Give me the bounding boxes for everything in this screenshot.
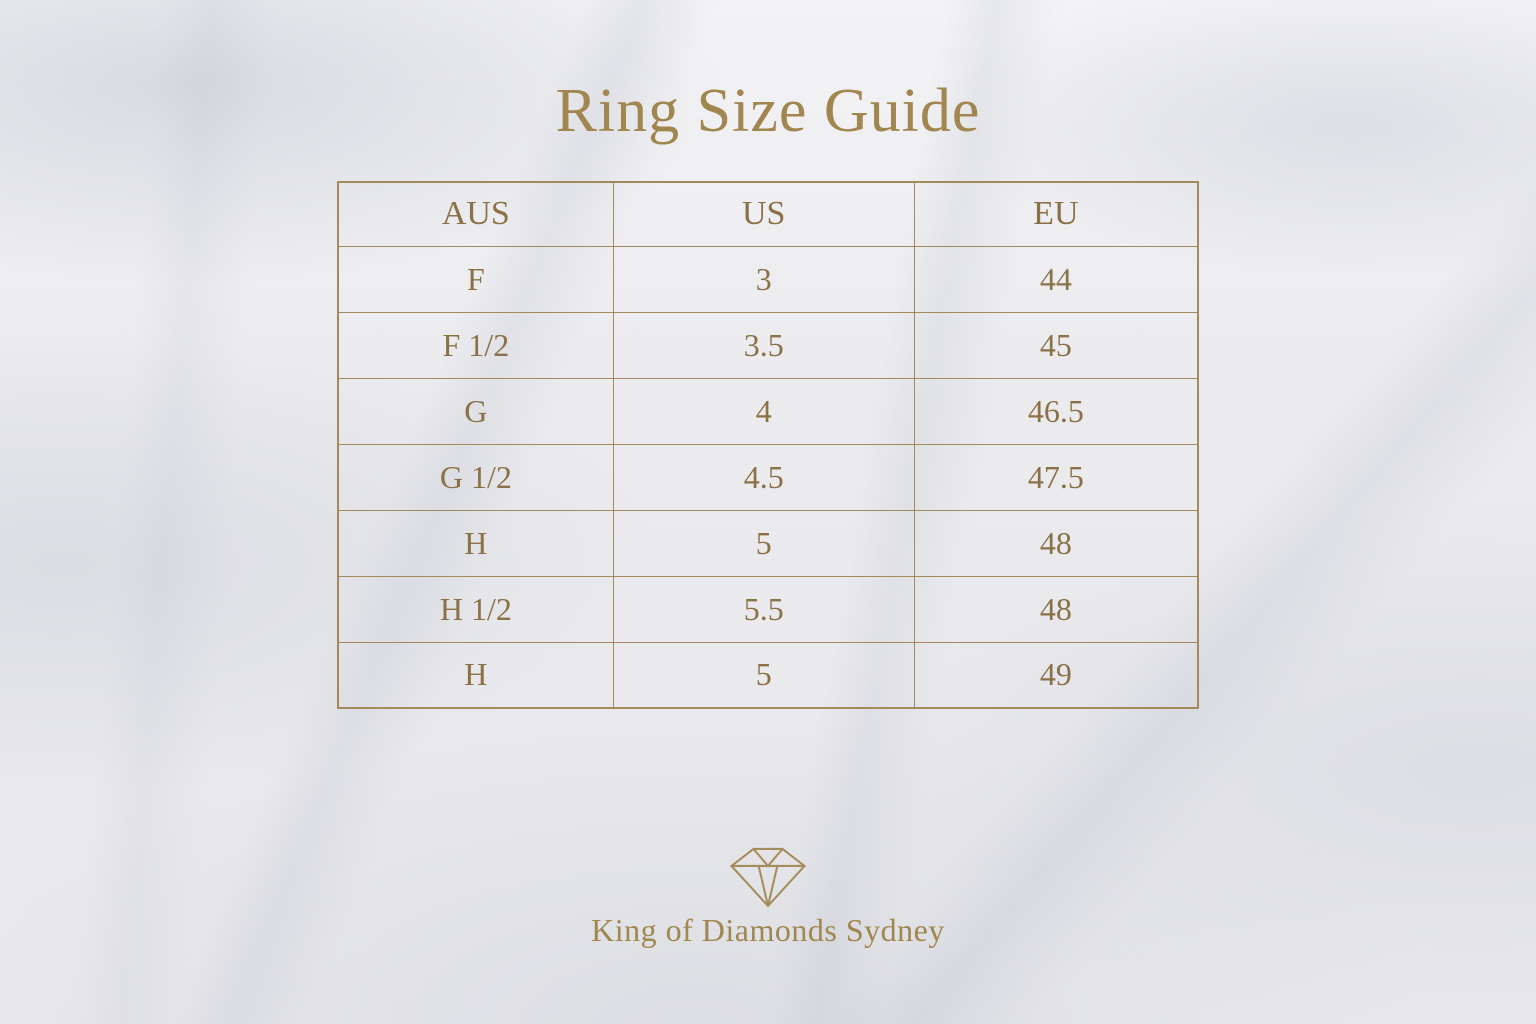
table-cell: 5 [612,509,915,577]
table-cell: G 1/2 [337,443,614,511]
table-cell: H [337,641,614,709]
column-header-eu: EU [913,181,1199,247]
column-header-us: US [612,181,915,247]
table-cell: 49 [913,641,1199,709]
table-cell: 4.5 [612,443,915,511]
column-header-aus: AUS [337,181,614,247]
table-cell: 3 [612,245,915,313]
table-cell: H [337,509,614,577]
table-cell: 48 [913,575,1199,643]
brand-logo [0,843,1536,916]
table-cell: F 1/2 [337,311,614,379]
table-row: F 1/2 3.5 45 [337,311,1199,379]
table-header-row: AUS US EU [337,181,1199,247]
table-row: F 3 44 [337,245,1199,313]
table-cell: 44 [913,245,1199,313]
table-row: H 5 49 [337,641,1199,709]
table-row: G 1/2 4.5 47.5 [337,443,1199,511]
size-table-body: F 3 44 F 1/2 3.5 45 G 4 46.5 G 1/2 4.5 47.5 H 5 48 H 1/… [337,245,1199,709]
table-cell: 5.5 [612,575,915,643]
table-cell: G [337,377,614,445]
page-title: Ring Size Guide [555,77,981,145]
table-cell: 4 [612,377,915,445]
table-row: H 5 48 [337,509,1199,577]
table-cell: 47.5 [913,443,1199,511]
table-row: H 1/2 5.5 48 [337,575,1199,643]
table-cell: 5 [612,641,915,709]
table-cell: F [337,245,614,313]
table-row: G 4 46.5 [337,377,1199,445]
diamond-icon [729,847,807,908]
table-cell: H 1/2 [337,575,614,643]
table-cell: 48 [913,509,1199,577]
ring-size-table: AUS US EU F 3 44 F 1/2 3.5 45 G 4 46.5 G 1/2 4.5 47… [337,181,1199,709]
table-cell: 3.5 [612,311,915,379]
table-cell: 45 [913,311,1199,379]
brand-name: King of Diamonds Sydney [591,912,945,948]
table-cell: 46.5 [913,377,1199,445]
